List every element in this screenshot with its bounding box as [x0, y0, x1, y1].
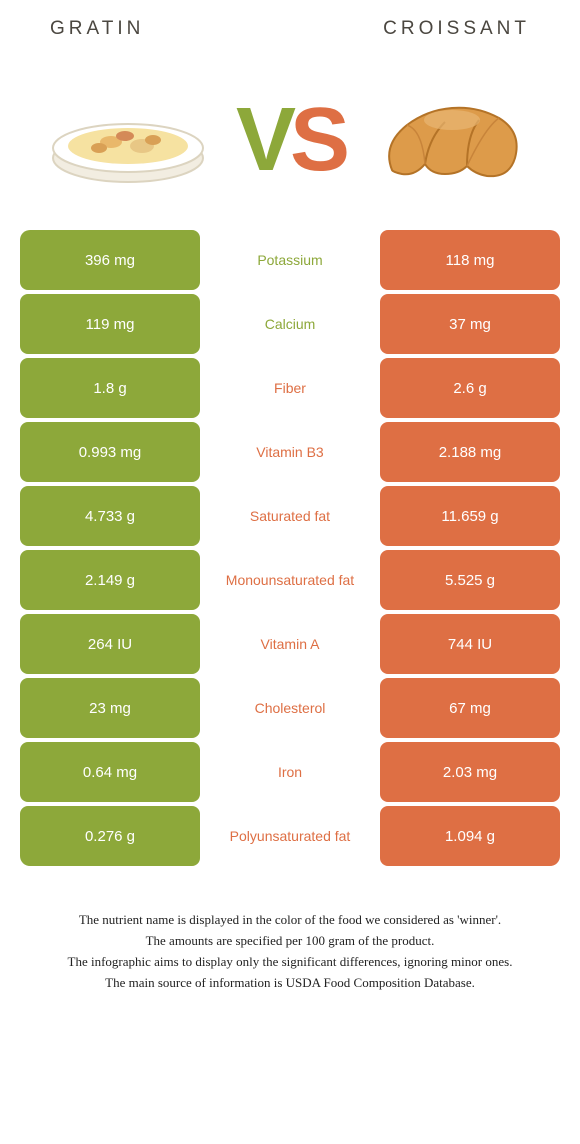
- nutrient-right-value: 118 mg: [380, 230, 560, 290]
- nutrient-row: 0.993 mgVitamin B32.188 mg: [20, 422, 560, 482]
- nutrient-label: Fiber: [200, 358, 380, 418]
- nutrient-left-value: 0.276 g: [20, 806, 200, 866]
- nutrient-right-value: 1.094 g: [380, 806, 560, 866]
- nutrient-left-value: 396 mg: [20, 230, 200, 290]
- nutrient-label: Monounsaturated fat: [200, 550, 380, 610]
- nutrient-left-value: 264 IU: [20, 614, 200, 674]
- nutrient-label: Calcium: [200, 294, 380, 354]
- vs-s: S: [290, 90, 344, 190]
- nutrient-right-value: 2.03 mg: [380, 742, 560, 802]
- nutrient-row: 264 IUVitamin A744 IU: [20, 614, 560, 674]
- nutrient-right-value: 11.659 g: [380, 486, 560, 546]
- footnote-line: The main source of information is USDA F…: [30, 974, 550, 993]
- nutrient-label: Vitamin B3: [200, 422, 380, 482]
- nutrient-right-value: 67 mg: [380, 678, 560, 738]
- nutrient-label: Cholesterol: [200, 678, 380, 738]
- nutrient-row: 1.8 gFiber2.6 g: [20, 358, 560, 418]
- nutrient-left-value: 119 mg: [20, 294, 200, 354]
- nutrient-right-value: 2.6 g: [380, 358, 560, 418]
- nutrient-row: 119 mgCalcium37 mg: [20, 294, 560, 354]
- nutrient-label: Polyunsaturated fat: [200, 806, 380, 866]
- nutrient-label: Iron: [200, 742, 380, 802]
- nutrient-row: 0.64 mgIron2.03 mg: [20, 742, 560, 802]
- nutrient-left-value: 4.733 g: [20, 486, 200, 546]
- food-image-right: [362, 80, 542, 200]
- vs-label: VS: [236, 89, 344, 192]
- nutrient-label: Vitamin A: [200, 614, 380, 674]
- nutrient-right-value: 2.188 mg: [380, 422, 560, 482]
- nutrient-row: 23 mgCholesterol67 mg: [20, 678, 560, 738]
- nutrient-label: Saturated fat: [200, 486, 380, 546]
- vs-v: V: [236, 90, 290, 190]
- nutrient-row: 396 mgPotassium118 mg: [20, 230, 560, 290]
- nutrient-left-value: 2.149 g: [20, 550, 200, 610]
- footnote-line: The nutrient name is displayed in the co…: [30, 911, 550, 930]
- header-row: Gratin Croissant: [0, 0, 580, 50]
- nutrient-label: Potassium: [200, 230, 380, 290]
- nutrient-right-value: 5.525 g: [380, 550, 560, 610]
- footnote-line: The infographic aims to display only the…: [30, 953, 550, 972]
- nutrient-left-value: 23 mg: [20, 678, 200, 738]
- nutrient-right-value: 37 mg: [380, 294, 560, 354]
- nutrient-row: 2.149 gMonounsaturated fat5.525 g: [20, 550, 560, 610]
- nutrient-row: 4.733 gSaturated fat11.659 g: [20, 486, 560, 546]
- header-left: Gratin: [50, 18, 144, 40]
- nutrient-left-value: 1.8 g: [20, 358, 200, 418]
- header-right: Croissant: [383, 18, 530, 40]
- nutrient-row: 0.276 gPolyunsaturated fat1.094 g: [20, 806, 560, 866]
- versus-row: VS: [0, 50, 580, 230]
- nutrient-left-value: 0.993 mg: [20, 422, 200, 482]
- footnotes: The nutrient name is displayed in the co…: [0, 866, 580, 992]
- nutrient-right-value: 744 IU: [380, 614, 560, 674]
- nutrient-left-value: 0.64 mg: [20, 742, 200, 802]
- food-image-left: [38, 80, 218, 200]
- footnote-line: The amounts are specified per 100 gram o…: [30, 932, 550, 951]
- nutrient-table: 396 mgPotassium118 mg119 mgCalcium37 mg1…: [20, 230, 560, 866]
